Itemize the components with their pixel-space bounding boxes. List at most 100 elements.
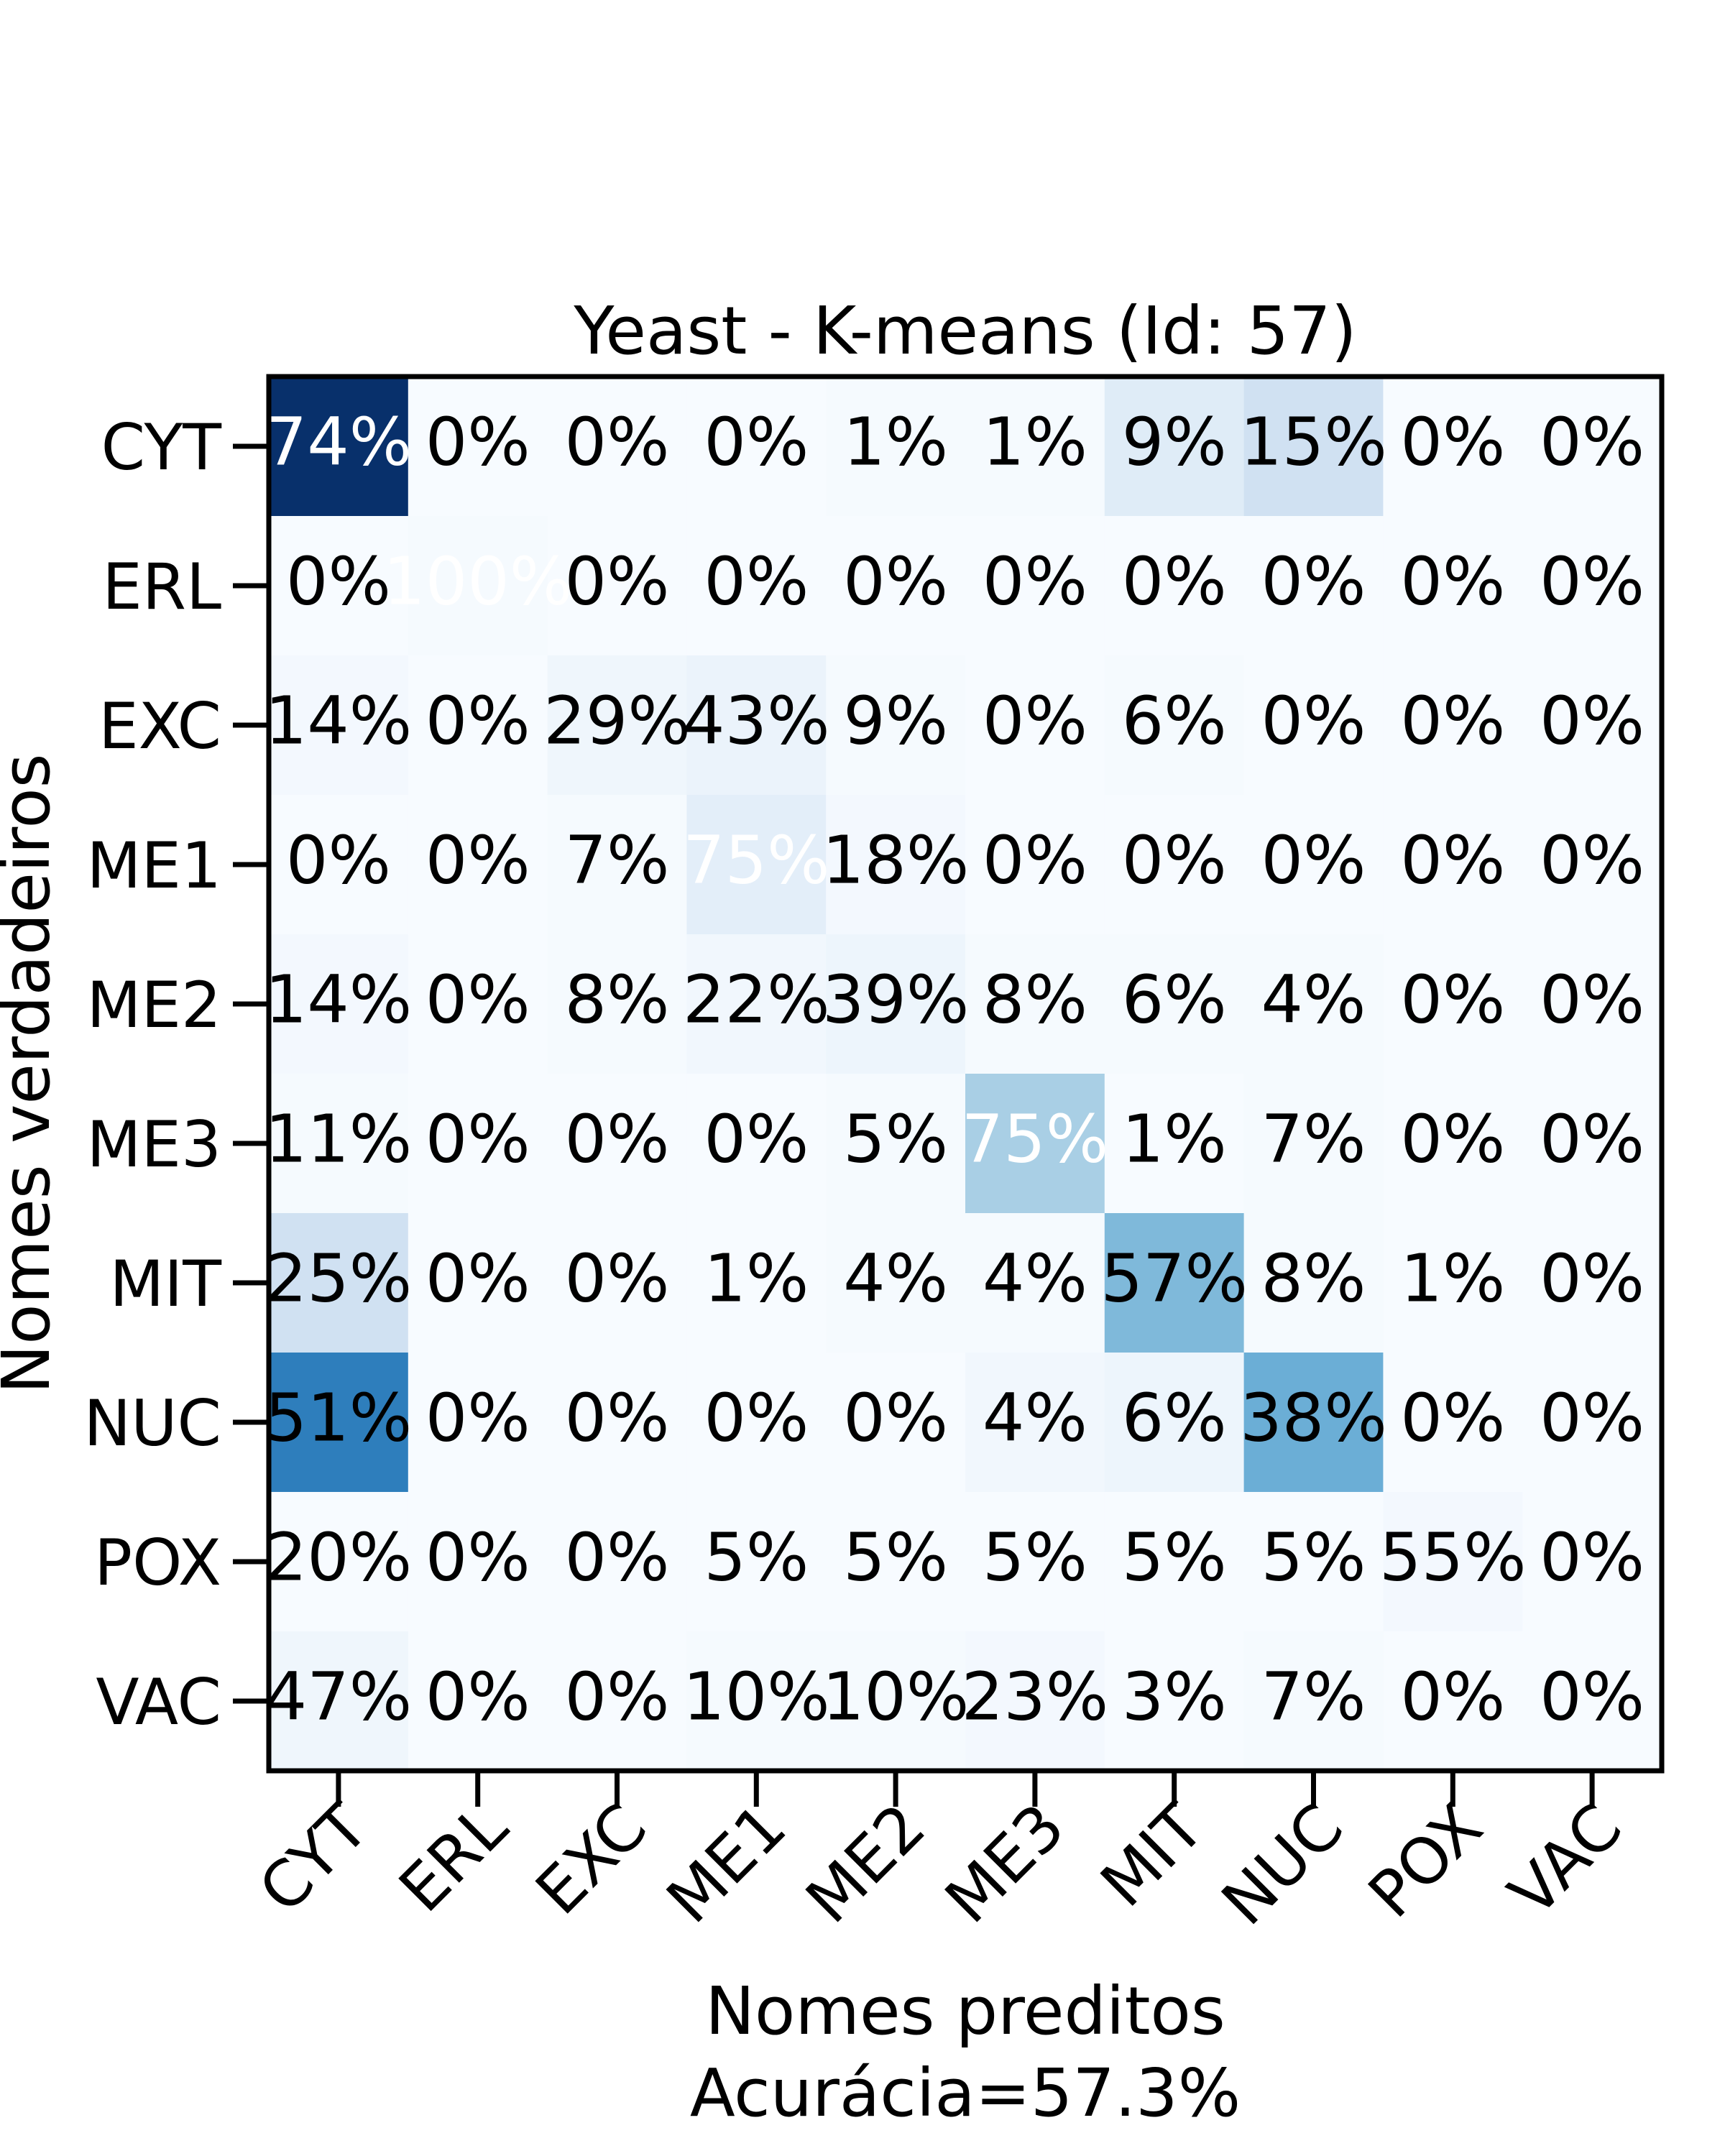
heatmap-cell: [547, 795, 687, 935]
heatmap-cell: [826, 1492, 966, 1632]
heatmap-cell-label: 6%: [1122, 1380, 1227, 1457]
heatmap-cell-label: 0%: [565, 1519, 670, 1596]
heatmap-cell-label: 0%: [1122, 543, 1227, 620]
heatmap-cell: [965, 377, 1105, 517]
heatmap-cell-label: 3%: [1122, 1659, 1227, 1736]
heatmap-cell-label: 1%: [983, 404, 1087, 481]
heatmap-cell: [1243, 516, 1384, 656]
heatmap-cell-label: 5%: [1261, 1519, 1366, 1596]
heatmap-cell: [826, 1213, 966, 1353]
heatmap-cell-label: 5%: [843, 1101, 948, 1178]
heatmap-cell-label: 0%: [426, 1101, 530, 1178]
heatmap-cell: [408, 1074, 548, 1214]
heatmap-cell: [269, 377, 409, 517]
heatmap-cell: [686, 1074, 827, 1214]
heatmap-cell-label: 74%: [265, 404, 412, 481]
heatmap-cell-label: 51%: [265, 1380, 412, 1457]
accuracy-label: Acurácia=57.3%: [690, 2055, 1241, 2132]
heatmap-cell: [965, 1631, 1105, 1772]
heatmap-cell-label: 75%: [683, 822, 829, 899]
heatmap-cell-label: 10%: [822, 1659, 969, 1736]
heatmap-cell-label: 5%: [704, 1519, 809, 1596]
heatmap-cell-label: 0%: [1540, 822, 1644, 899]
heatmap-cell-label: 0%: [426, 404, 530, 481]
x-tick-label: CYT: [245, 1789, 383, 1927]
heatmap-cell: [408, 1492, 548, 1632]
heatmap-cell-label: 0%: [565, 404, 670, 481]
heatmap-cell: [547, 1631, 687, 1772]
heatmap-cell-label: 0%: [843, 1380, 948, 1457]
heatmap-cell: [269, 1353, 409, 1493]
heatmap-cell-label: 7%: [565, 822, 670, 899]
heatmap-cell-label: 1%: [1400, 1240, 1505, 1317]
heatmap-cell-label: 0%: [1540, 404, 1644, 481]
heatmap-cell: [1522, 377, 1662, 517]
heatmap-cell-label: 0%: [704, 543, 809, 620]
heatmap-cell: [1104, 934, 1245, 1074]
heatmap-cell-label: 5%: [1122, 1519, 1227, 1596]
heatmap-cell-label: 0%: [1400, 1659, 1505, 1736]
heatmap-cell: [1522, 655, 1662, 796]
heatmap-cell-label: 0%: [565, 1380, 670, 1457]
heatmap-cell-label: 7%: [1261, 1659, 1366, 1736]
heatmap-cell-label: 0%: [983, 683, 1087, 760]
heatmap-cell: [1104, 655, 1245, 796]
heatmap-cell: [965, 795, 1105, 935]
heatmap-cell: [965, 516, 1105, 656]
heatmap-cell: [686, 934, 827, 1074]
heatmap-cell-label: 0%: [1400, 1101, 1505, 1178]
heatmap-cell-label: 9%: [843, 683, 948, 760]
heatmap-cell-label: 0%: [565, 1659, 670, 1736]
heatmap-cell: [547, 655, 687, 796]
heatmap-cell-label: 9%: [1122, 404, 1227, 481]
heatmap-cell: [1243, 1213, 1384, 1353]
heatmap-cell: [269, 795, 409, 935]
heatmap-cell-label: 57%: [1100, 1240, 1247, 1317]
heatmap-cell: [547, 377, 687, 517]
heatmap-cell: [408, 1631, 548, 1772]
heatmap-cell: [1522, 1631, 1662, 1772]
heatmap-cell-label: 0%: [843, 543, 948, 620]
heatmap-cell: [1522, 1074, 1662, 1214]
y-tick-label: MIT: [109, 1247, 222, 1321]
heatmap-cell: [1243, 934, 1384, 1074]
heatmap-cell: [547, 1213, 687, 1353]
heatmap-cell: [686, 1213, 827, 1353]
heatmap-cell-label: 6%: [1122, 683, 1227, 760]
heatmap-cell: [686, 516, 827, 656]
heatmap-cell-label: 29%: [543, 683, 690, 760]
heatmap-cell: [1522, 516, 1662, 656]
heatmap-cell-label: 11%: [265, 1101, 412, 1178]
heatmap-cell: [1383, 1492, 1523, 1632]
heatmap-cell-labels: 74% 0% 0% 0% 1% 1% 9% 15% 0% 0%0%100%0% 0% 0% 0% 0% 0%…: [265, 404, 1644, 1736]
heatmap-cell: [269, 655, 409, 796]
heatmap-cell-label: 55%: [1379, 1519, 1526, 1596]
heatmap-cell: [1522, 1353, 1662, 1493]
heatmap-cell-label: 4%: [983, 1380, 1087, 1457]
heatmap-cell: [547, 516, 687, 656]
heatmap-cell-label: 0%: [1400, 962, 1505, 1038]
heatmap-cell: [1104, 1074, 1245, 1214]
heatmap-cell-label: 75%: [962, 1101, 1108, 1178]
heatmap-cell-label: 0%: [426, 1380, 530, 1457]
heatmap-cell-label: 8%: [983, 962, 1087, 1038]
heatmap-cell: [1104, 516, 1245, 656]
heatmap-cell-label: 0%: [286, 543, 391, 620]
heatmap-cell: [1522, 1492, 1662, 1632]
x-tick-label: VAC: [1495, 1789, 1636, 1930]
x-tick-label: ME1: [653, 1789, 800, 1937]
heatmap-cell-label: 1%: [1122, 1101, 1227, 1178]
heatmap-cell: [1383, 516, 1523, 656]
heatmap-cell-label: 43%: [683, 683, 829, 760]
heatmap-cell: [269, 1074, 409, 1214]
heatmap-cell: [1104, 1353, 1245, 1493]
heatmap-cell: [965, 655, 1105, 796]
heatmap-cell: [826, 1631, 966, 1772]
heatmap-cell: [1243, 1631, 1384, 1772]
heatmap-cell-label: 0%: [1540, 543, 1644, 620]
heatmap-cell: [965, 934, 1105, 1074]
y-tick-label: CYT: [101, 410, 223, 484]
heatmap-cell-label: 0%: [286, 822, 391, 899]
heatmap-cell-label: 0%: [1540, 1519, 1644, 1596]
